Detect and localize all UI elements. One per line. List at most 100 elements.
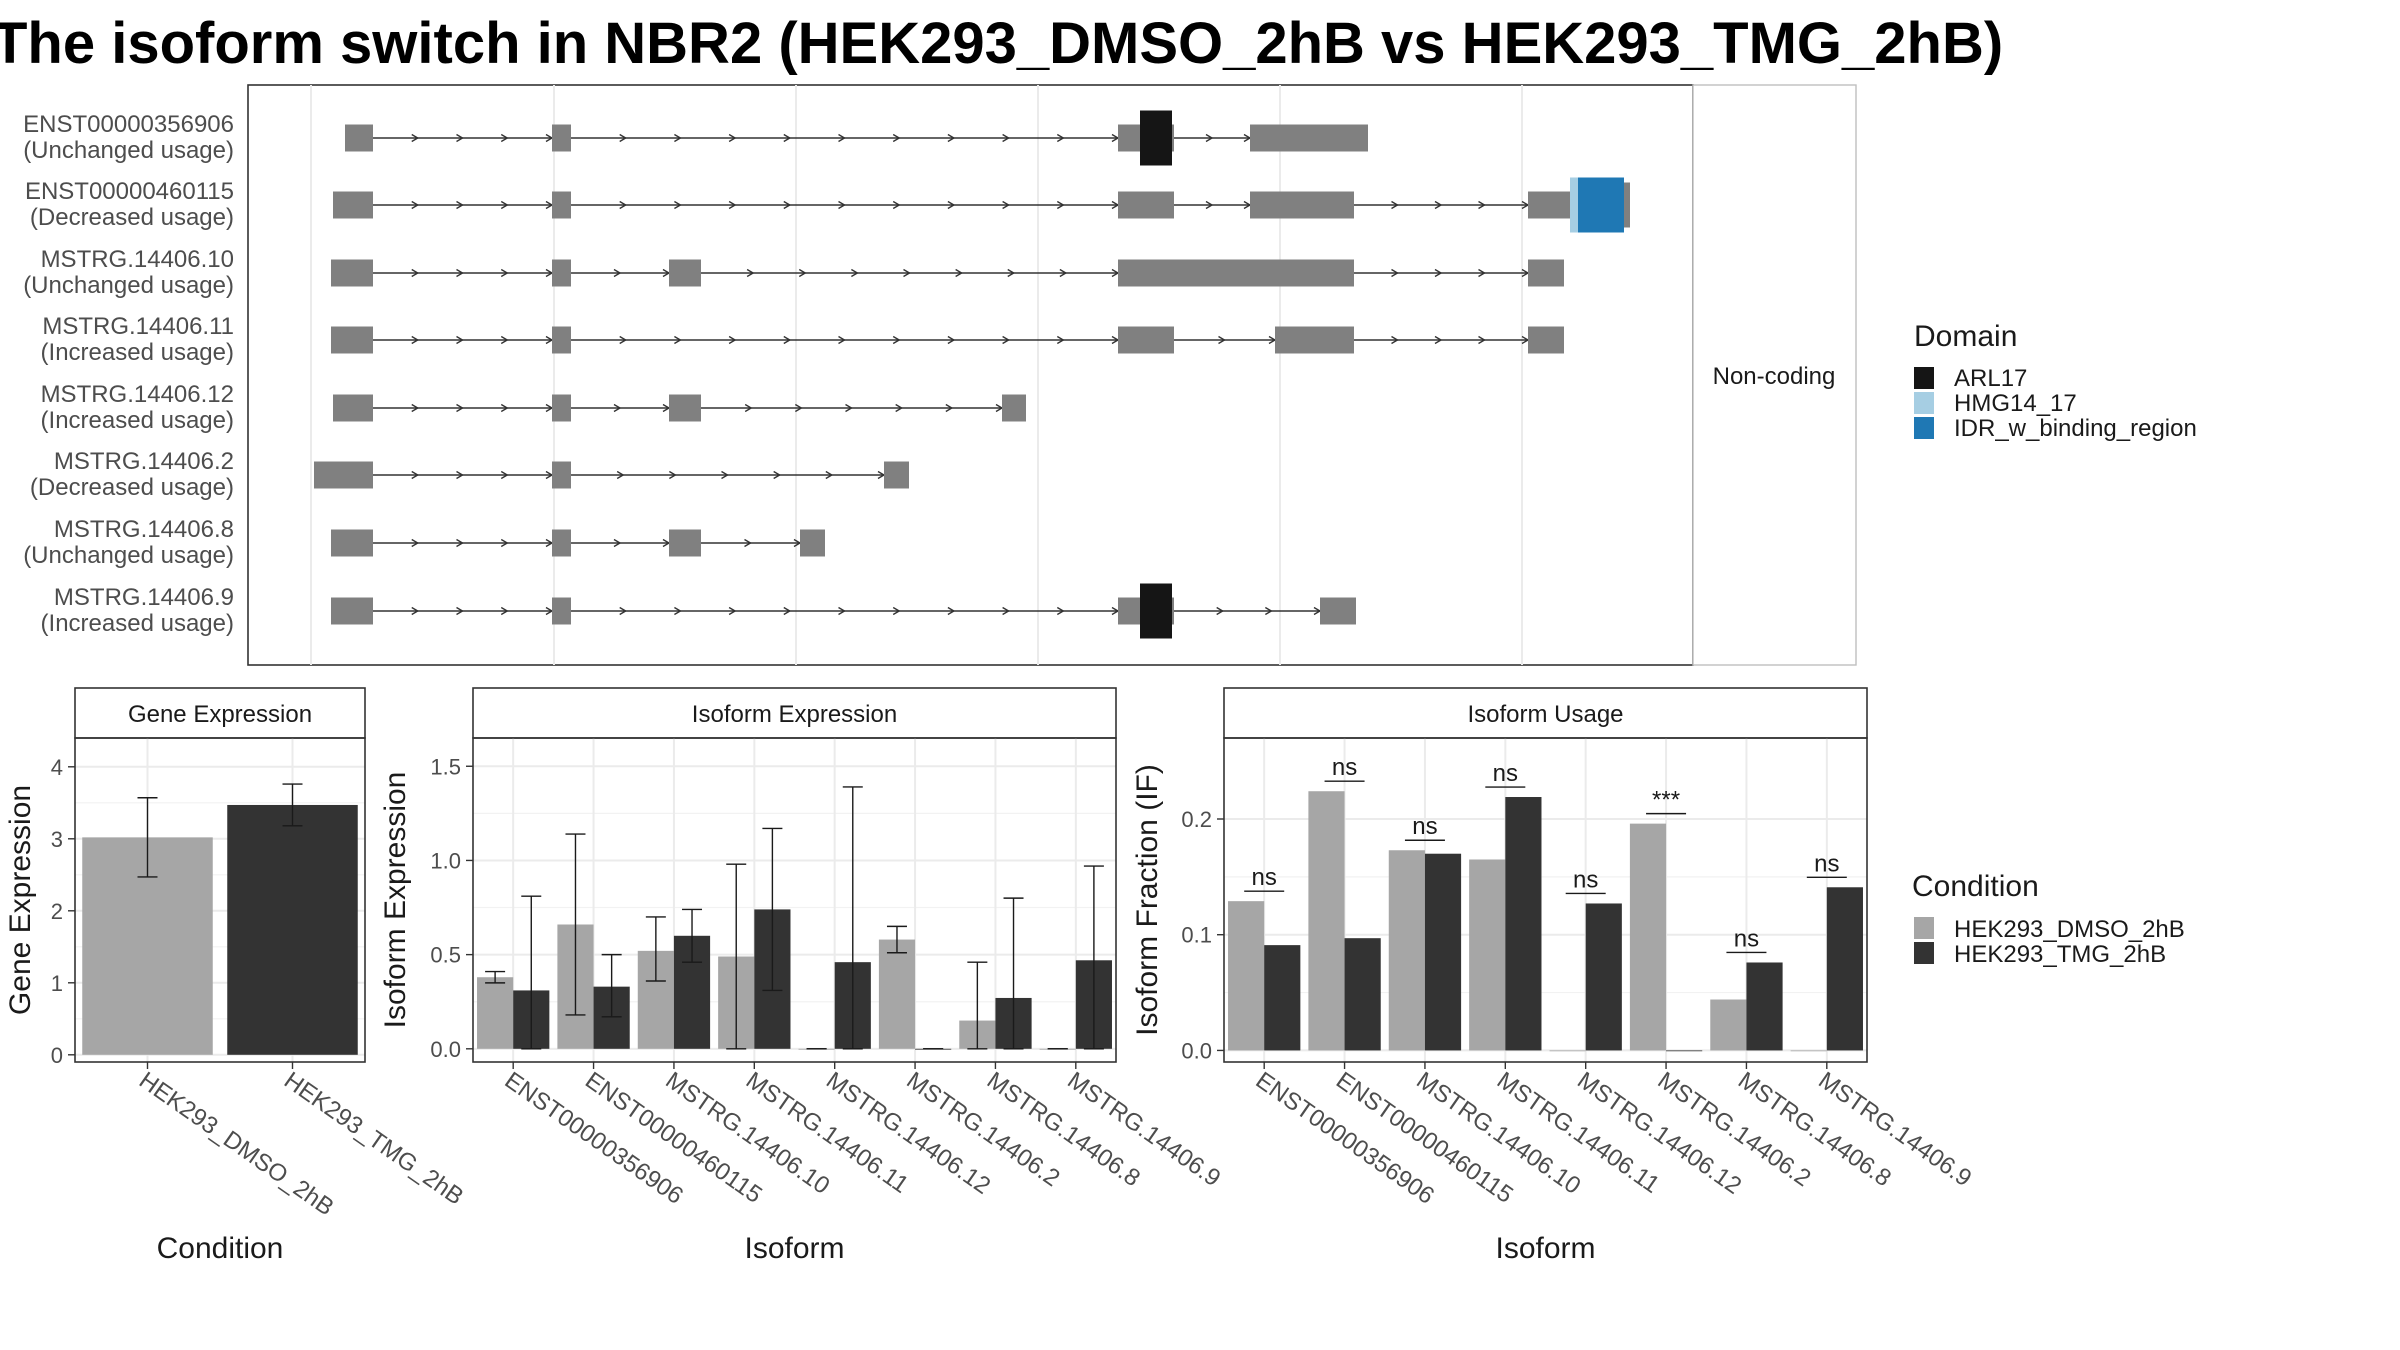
- significance-label: ns: [1412, 813, 1437, 840]
- intron-direction-arrow: [728, 606, 737, 616]
- intron-direction-arrow: [1002, 335, 1010, 345]
- intron-direction-arrow: [619, 200, 628, 210]
- intron-direction-arrow: [838, 606, 846, 616]
- y-tick-label: 1: [51, 971, 63, 996]
- legend-key-idr: [1914, 417, 1934, 439]
- intron-direction-arrow: [838, 133, 846, 143]
- exon-block: [669, 259, 701, 287]
- isoform-expression-panel: Isoform Expression0.00.51.01.5ENST000003…: [379, 687, 1225, 1265]
- intron-direction-arrow: [456, 133, 464, 143]
- exon-block: [669, 394, 701, 422]
- intron-direction-arrow: [1059, 268, 1068, 278]
- y-axis-title: Gene Expression: [4, 785, 37, 1015]
- intron-direction-arrow: [1056, 133, 1065, 143]
- isoform-name-label: MSTRG.14406.12: [41, 381, 234, 408]
- intron-direction-arrow: [1056, 200, 1065, 210]
- significance-label: ***: [1652, 787, 1680, 814]
- intron-direction-arrow: [947, 133, 956, 143]
- transcript-row-mstrg-14406-10: MSTRG.14406.10(Unchanged usage): [23, 246, 1564, 299]
- isoform-name-label: ENST00000356906: [23, 111, 234, 138]
- transcript-row-mstrg-14406-12: MSTRG.14406.12(Increased usage): [41, 381, 1026, 434]
- domain-block: [1570, 177, 1578, 233]
- exon-block: [1275, 326, 1354, 354]
- intron-direction-arrow: [945, 403, 954, 413]
- exon-block: [331, 597, 373, 625]
- y-tick-label: 0.5: [430, 943, 461, 968]
- intron-direction-arrow: [1002, 133, 1010, 143]
- y-tick-label: 2: [51, 899, 63, 924]
- intron-direction-arrow: [456, 470, 464, 480]
- y-tick-label: 4: [51, 755, 63, 780]
- bar-mstrg-14406-9-s0: [1790, 1050, 1827, 1052]
- intron-direction-arrow: [411, 538, 420, 548]
- panel-border: [472, 737, 1117, 1063]
- intron-direction-arrow: [783, 606, 792, 616]
- intron-direction-arrow: [947, 335, 956, 345]
- intron-direction-arrow: [500, 133, 509, 143]
- intron-direction-arrow: [1056, 335, 1065, 345]
- intron-direction-arrow: [411, 335, 420, 345]
- figure-title: The isoform switch in NBR2 (HEK293_DMSO_…: [0, 11, 2004, 76]
- condition-legend-title: Condition: [1912, 870, 2039, 903]
- bar-mstrg-14406-11-s0: [1469, 859, 1506, 1051]
- exon-block: [331, 529, 373, 557]
- x-axis-title: Isoform: [1495, 1232, 1595, 1265]
- bar-enst00000356906-s0: [477, 977, 514, 1049]
- intron-direction-arrow: [838, 200, 846, 210]
- isoform-usage-label: (Decreased usage): [30, 204, 234, 231]
- domain-legend: Domain ARL17 HMG14_17 IDR_w_binding_regi…: [1914, 320, 2197, 442]
- intron-direction-arrow: [674, 606, 682, 616]
- exon-block: [333, 191, 373, 219]
- exon-block: [552, 597, 571, 625]
- intron-direction-arrow: [456, 268, 464, 278]
- intron-direction-arrow: [744, 538, 752, 548]
- intron-direction-arrow: [746, 268, 755, 278]
- exon-block: [331, 326, 373, 354]
- isoform-usage-label: (Increased usage): [41, 610, 234, 637]
- intron-direction-arrow: [1478, 268, 1486, 278]
- intron-direction-arrow: [674, 133, 682, 143]
- intron-direction-arrow: [892, 133, 901, 143]
- intron-direction-arrow: [845, 403, 853, 413]
- bar-mstrg-14406-12-s1: [1585, 903, 1622, 1051]
- isoform-usage-label: (Unchanged usage): [23, 542, 234, 569]
- isoform-name-label: MSTRG.14406.8: [54, 516, 234, 543]
- isoform-name-label: MSTRG.14406.11: [42, 313, 234, 340]
- intron-direction-arrow: [955, 268, 964, 278]
- strip-label: Non-coding: [1713, 363, 1836, 390]
- isoform-name-label: MSTRG.14406.9: [54, 584, 234, 611]
- intron-direction-arrow: [616, 470, 625, 480]
- intron-direction-arrow: [619, 335, 628, 345]
- intron-direction-arrow: [744, 403, 753, 413]
- bar-mstrg-14406-2-s1: [1666, 1050, 1703, 1052]
- panel-title: Gene Expression: [128, 701, 312, 728]
- transcript-row-mstrg-14406-9: MSTRG.14406.9(Increased usage): [41, 583, 1356, 639]
- y-tick-label: 0: [51, 1043, 63, 1068]
- exon-block: [552, 529, 571, 557]
- intron-direction-arrow: [500, 538, 509, 548]
- intron-direction-arrow: [721, 470, 729, 480]
- intron-direction-arrow: [1434, 200, 1443, 210]
- intron-direction-arrow: [895, 403, 904, 413]
- exon-block: [1528, 259, 1564, 287]
- legend-key-tmg: [1914, 942, 1934, 964]
- y-axis-title: Isoform Expression: [379, 772, 412, 1029]
- significance-label: ns: [1814, 850, 1839, 877]
- isoform-usage-label: (Increased usage): [41, 339, 234, 366]
- bar-enst00000356906-s0: [1228, 901, 1265, 1051]
- bar-mstrg-14406-2-s0: [1629, 823, 1667, 1051]
- intron-direction-arrow: [1391, 335, 1399, 345]
- intron-direction-arrow: [1056, 606, 1065, 616]
- isoform-usage-panel: Isoform Usagensnsnsnsns***nsns0.00.10.2E…: [1131, 687, 1976, 1265]
- intron-direction-arrow: [411, 606, 420, 616]
- bar-enst00000460115-s1: [1344, 938, 1381, 1051]
- condition-legend: Condition HEK293_DMSO_2hB HEK293_TMG_2hB: [1912, 870, 2185, 968]
- intron-direction-arrow: [1205, 200, 1214, 210]
- intron-direction-arrow: [794, 403, 803, 413]
- intron-direction-arrow: [500, 470, 509, 480]
- intron-direction-arrow: [619, 133, 628, 143]
- intron-direction-arrow: [798, 268, 807, 278]
- intron-direction-arrow: [1205, 133, 1214, 143]
- isoform-name-label: MSTRG.14406.10: [41, 246, 234, 273]
- exon-block: [552, 259, 571, 287]
